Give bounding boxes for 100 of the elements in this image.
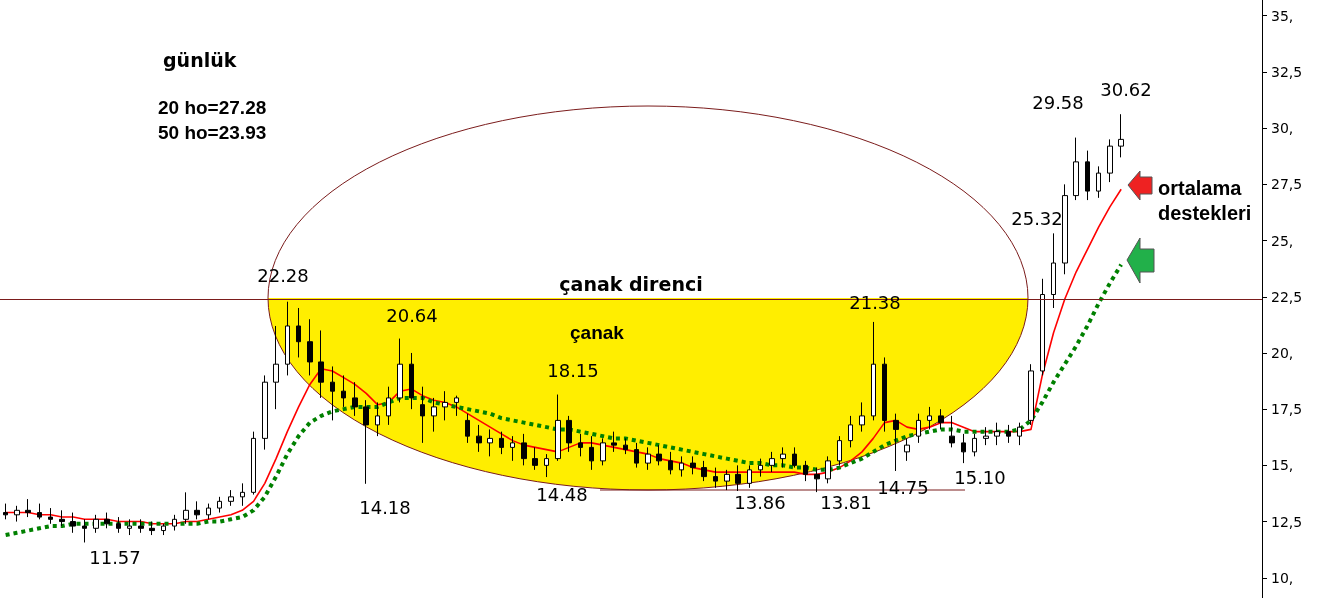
candlestick [837,435,842,466]
y-tick-label: 22,5 [1271,288,1303,305]
candlestick [487,428,493,457]
candlestick [386,386,391,426]
candlestick [1040,278,1045,376]
candlestick [37,503,42,520]
candlestick [747,464,752,489]
candlestick [859,401,865,433]
annotation: 15.10 [954,466,1006,488]
candlestick [1107,138,1113,183]
candlestick [713,467,718,489]
candlestick [1085,150,1090,201]
candlestick [82,518,87,543]
y-tick-label: 30, [1271,120,1294,137]
candlestick [116,516,121,534]
candlestick [769,451,775,473]
candlestick [296,307,301,358]
candlestick [228,489,234,507]
candlestick [566,415,572,453]
y-tick-label: 15, [1271,457,1294,474]
candlestick [668,451,673,475]
annotation: 13.86 [734,491,786,513]
candlestick [814,467,820,493]
annotation: 11.57 [89,546,141,568]
candlestick [972,433,977,457]
candlestick [318,329,324,399]
candlestick [465,413,470,444]
candlestick [409,352,414,410]
candlestick [454,395,459,417]
candlestick [431,397,437,433]
line-series [3,262,1124,538]
candlestick [3,503,8,520]
annotation: 14.18 [359,496,411,518]
candlestick [499,431,504,455]
candlestick [611,431,617,453]
ref-line-label: çanak direnci [559,272,703,295]
candlestick [262,374,268,451]
candlestick [48,507,53,525]
candlestick [510,435,515,462]
candlestick [735,464,741,492]
candlestick [104,512,110,529]
annotation: 18.15 [547,359,599,381]
annotation: 30.62 [1100,78,1152,100]
candlestick [363,399,369,485]
candlestick [93,514,99,534]
candlestick [555,394,561,462]
candlestick [938,408,944,430]
candlestick [994,422,1000,446]
candlestick [758,458,763,478]
candlestick [600,437,606,466]
candlestick [893,413,899,472]
candlestick [983,426,989,446]
y-tick-label: 17,5 [1271,401,1303,418]
candlestick [138,518,144,534]
y-tick-label: 32,5 [1271,63,1303,80]
candlestick [1073,137,1079,201]
candlestick [172,514,177,532]
y-tick-label: 35, [1271,7,1294,24]
candlestick [149,521,155,536]
candlestick [578,433,583,457]
candlestick [183,491,189,525]
candlestick [690,455,696,475]
candlestick [1096,165,1101,199]
candlestick [792,446,797,469]
candlestick [916,413,921,444]
y-tick-label: 27,5 [1271,176,1303,193]
candlestick [285,301,290,376]
candlestick [927,406,932,430]
candlestick [1118,113,1124,158]
candlestick [476,424,482,453]
annotation: 13.81 [820,491,872,513]
candlestick [961,433,966,464]
y-tick-label: 20, [1271,344,1294,361]
candlestick [1006,424,1011,444]
candlestick [251,431,256,496]
candlestick [521,433,527,466]
candlestick [194,500,200,520]
candlestick [420,386,425,444]
candlestick [442,390,448,421]
annotation: 22.28 [257,264,309,286]
candlestick [544,453,549,478]
y-tick-label: 12,5 [1271,513,1303,530]
candlestick [645,446,651,471]
candlestick [161,523,166,536]
candlestick [1017,422,1022,446]
annotation: 29.58 [1032,91,1084,113]
candlestick [701,460,707,482]
candlestick [1062,183,1068,275]
candlestick [1028,363,1034,426]
candlestick [397,338,403,403]
annotation: 14.75 [877,476,929,498]
candlestick [848,415,853,448]
annotation: 25.32 [1011,207,1063,229]
candlestick [217,496,222,514]
candlestick [634,442,639,469]
candlestick [1051,232,1056,309]
annotation: 20.64 [386,304,438,326]
annotation: ortalama destekleri [1158,176,1252,224]
candlestick [882,356,887,433]
y-tick-label: 10, [1271,569,1294,586]
